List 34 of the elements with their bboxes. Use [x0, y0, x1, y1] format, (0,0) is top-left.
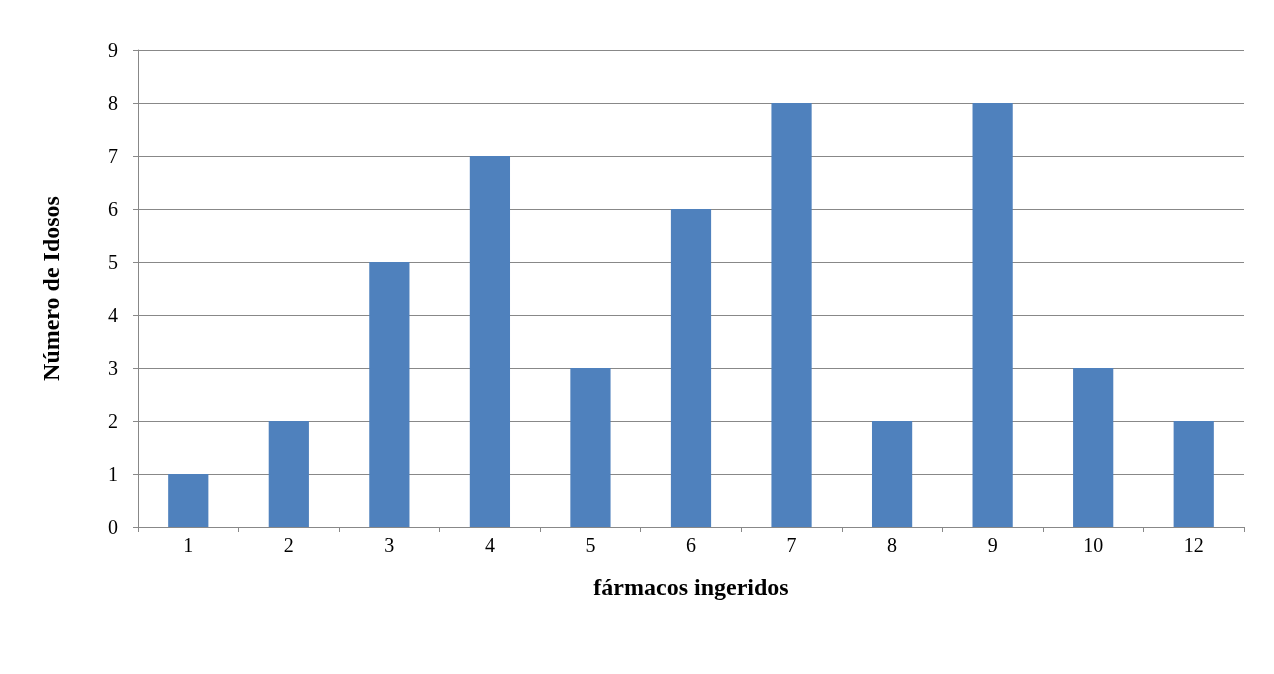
y-tick-label: 1 — [108, 463, 118, 485]
y-tick-label: 0 — [108, 516, 118, 538]
bar — [469, 156, 511, 527]
x-axis-title: fármacos ingeridos — [593, 574, 789, 600]
y-tick-label: 2 — [108, 410, 118, 432]
bar — [771, 103, 812, 527]
y-axis-title: Número de Idosos — [38, 196, 64, 381]
bar — [268, 421, 309, 527]
x-tick-label: 6 — [686, 534, 696, 556]
x-tick-label: 4 — [484, 534, 495, 556]
x-tick-label: 2 — [283, 534, 294, 556]
bar — [369, 262, 410, 527]
bar — [570, 368, 611, 527]
x-tick-label: 10 — [1083, 534, 1104, 556]
y-tick-label: 8 — [108, 92, 118, 114]
x-tick-label: 8 — [887, 534, 898, 556]
y-tick-label: 7 — [108, 145, 118, 167]
bar — [1073, 368, 1114, 527]
bar — [1173, 421, 1214, 527]
x-tick-label: 5 — [585, 534, 596, 556]
x-tick-label: 7 — [786, 534, 797, 556]
y-tick-label: 4 — [108, 304, 118, 326]
x-tick-label: 1 — [183, 534, 194, 556]
bar — [670, 209, 712, 527]
x-tick-label: 9 — [987, 534, 998, 556]
bar — [871, 421, 913, 527]
bar — [972, 103, 1013, 527]
x-tick-label: 12 — [1183, 534, 1204, 556]
y-tick-label: 9 — [108, 39, 118, 61]
y-tick-label: 3 — [108, 357, 118, 379]
y-tick-label: 5 — [108, 251, 118, 273]
x-tick-label: 3 — [384, 534, 395, 556]
bar — [168, 474, 209, 527]
y-tick-label: 6 — [108, 198, 118, 220]
